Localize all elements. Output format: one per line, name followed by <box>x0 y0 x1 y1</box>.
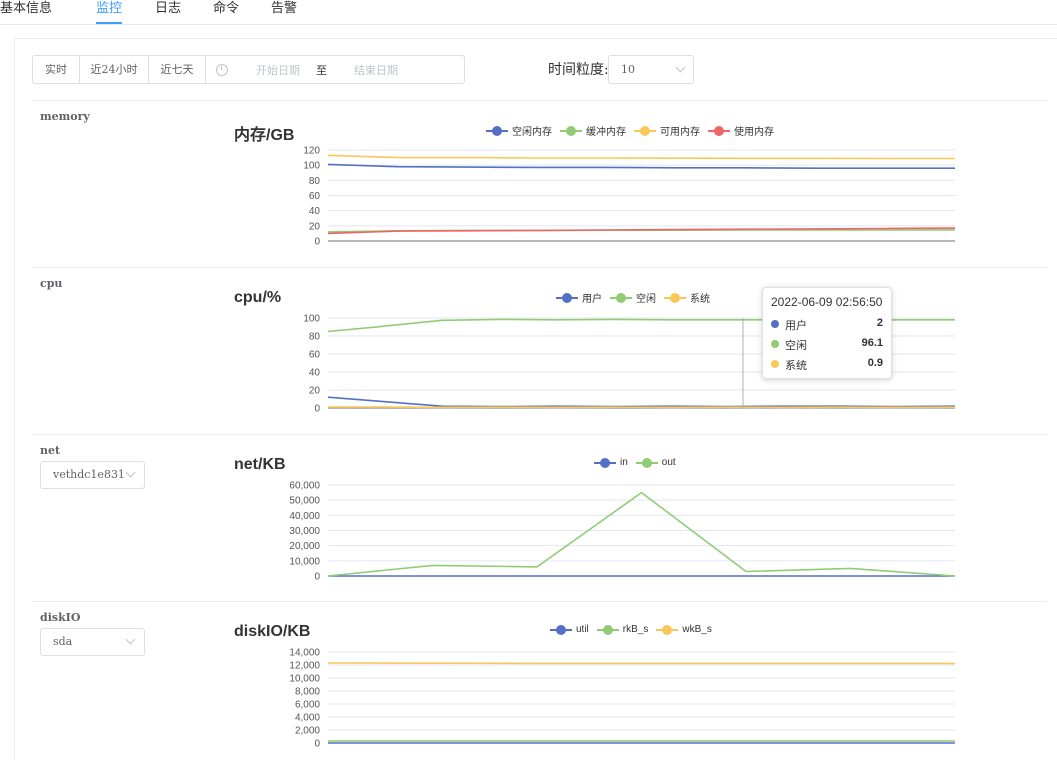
cpu-tooltip: 2022-06-09 02:56:50 用户 2 空闲 96.1 系统 0.9 <box>762 287 892 379</box>
series-dot-icon <box>771 340 779 348</box>
y-tick-label: 8,000 <box>295 687 320 698</box>
y-tick-label: 4,000 <box>295 713 320 724</box>
y-tick-label: 0 <box>314 739 320 750</box>
y-tick-label: 6,000 <box>295 700 320 711</box>
series-dot-icon <box>771 360 779 368</box>
tooltip-time: 2022-06-09 02:56:50 <box>771 295 882 309</box>
y-tick-label: 14,000 <box>289 648 320 659</box>
y-tick-label: 2,000 <box>295 726 320 737</box>
tooltip-row: 用户 2 <box>771 317 883 331</box>
tooltip-series-value: 2 <box>877 317 883 329</box>
tooltip-series-value: 96.1 <box>862 337 883 349</box>
series-dot-icon <box>771 320 779 328</box>
tooltip-row: 系统 0.9 <box>771 357 883 371</box>
tooltip-series-name: 空闲 <box>785 337 807 353</box>
y-tick-label: 10,000 <box>289 674 320 685</box>
tooltip-series-value: 0.9 <box>868 357 883 369</box>
tooltip-series-name: 用户 <box>785 317 807 333</box>
tooltip-row: 空闲 96.1 <box>771 337 883 351</box>
y-tick-label: 12,000 <box>289 661 320 672</box>
tooltip-series-name: 系统 <box>785 357 807 373</box>
